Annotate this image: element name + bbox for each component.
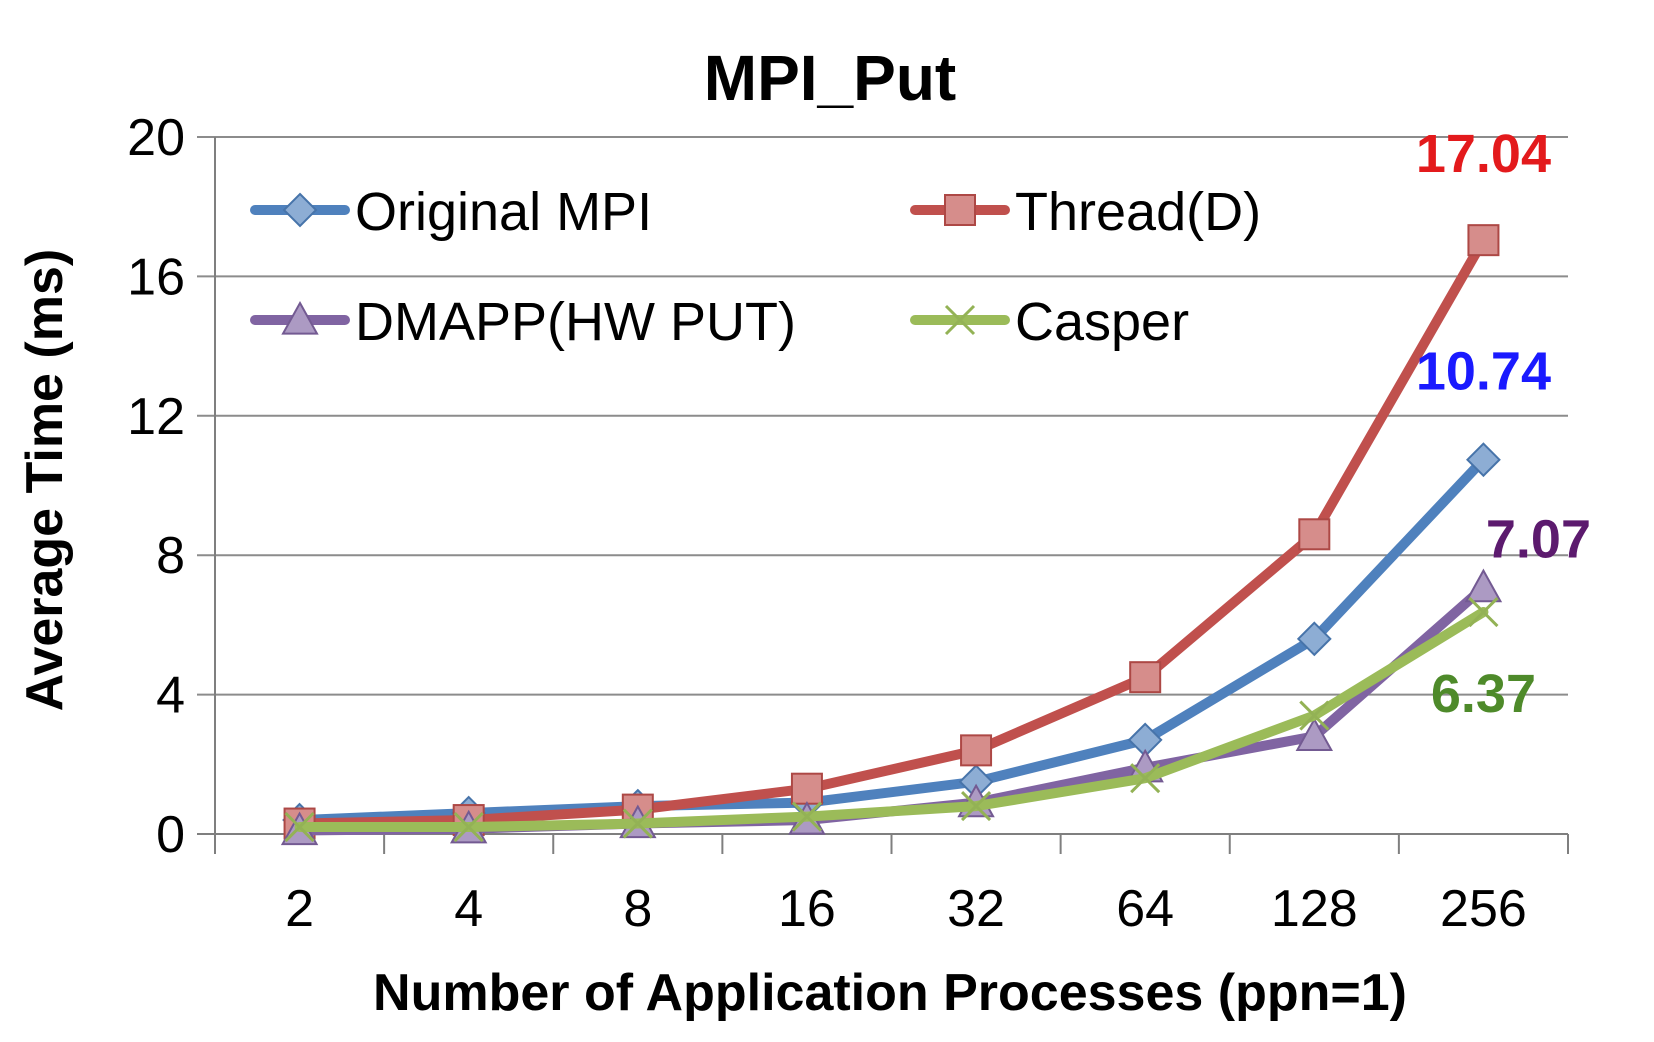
y-tick-label: 12 [127,388,185,446]
legend-item: DMAPP(HW PUT) [250,292,796,352]
y-tick-label: 8 [156,527,185,585]
x-axis-title: Number of Application Processes (ppn=1) [373,964,1407,1022]
series-line [294,454,1489,826]
data-label: 17.04 [1416,124,1551,184]
data-point [960,734,993,767]
data-label: 6.37 [1431,664,1536,724]
legend-marker [944,304,976,336]
data-point [1467,224,1500,257]
data-point [622,808,653,839]
data-point [791,801,822,832]
legend-label: Casper [1015,292,1189,352]
x-tick-label: 128 [1271,880,1358,938]
data-point [1295,717,1334,752]
legend-item: Casper [910,292,1189,352]
legend-marker [281,300,319,335]
legend-item: Thread(D) [910,182,1261,242]
chart-title: MPI_Put [704,42,956,114]
data-labels: 17.04 10.74 7.07 6.37 [1416,124,1591,724]
y-axis-title: Average Time (ms) [16,249,74,711]
y-tick-label: 20 [127,109,185,167]
data-point [1298,518,1331,551]
data-label: 7.07 [1486,510,1591,570]
legend: Original MPI Thread(D) DMAPP(HW PUT) Casper [250,182,1261,352]
series-line [294,607,1489,833]
y-tick-label: 16 [127,248,185,306]
data-point [284,811,315,843]
legend-label: Original MPI [355,182,652,242]
legend-label: Thread(D) [1015,182,1261,242]
x-tick-label: 32 [947,880,1005,938]
series-0 [282,442,1501,838]
legend-item: Original MPI [250,182,652,242]
data-point [453,811,484,843]
data-point [961,791,992,822]
y-tick-label: 4 [156,667,185,725]
x-tick-label: 16 [778,880,836,938]
data-point [790,772,823,805]
legend-label: DMAPP(HW PUT) [355,292,796,352]
data-point [1464,568,1503,603]
data-point [1296,621,1332,657]
x-tick-label: 64 [1116,880,1174,938]
legend-marker [944,194,976,226]
data-point [1299,700,1330,731]
legend-marker [282,192,318,228]
series-layer [280,224,1503,846]
x-tick-label: 4 [454,880,483,938]
data-point [1466,442,1501,478]
data-point [1468,596,1499,628]
x-tick-label: 256 [1440,880,1527,938]
data-label: 10.74 [1416,342,1551,402]
data-point [1130,763,1161,794]
data-point [1129,661,1162,694]
y-tick-label: 0 [156,806,185,864]
series-line [294,235,1489,829]
x-tick-label: 8 [623,880,652,938]
x-tick-label: 2 [285,880,314,938]
series-3 [284,596,1499,843]
